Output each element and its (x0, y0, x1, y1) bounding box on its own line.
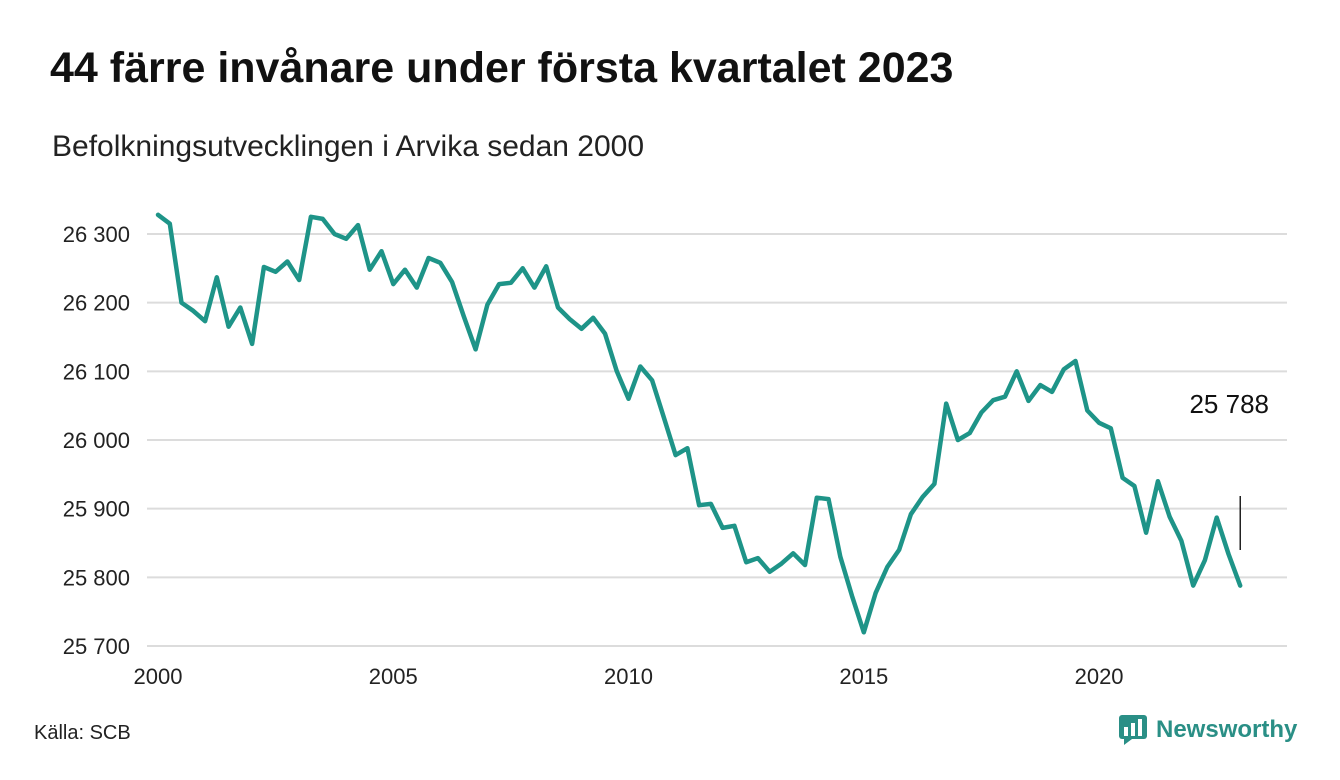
grid-lines (147, 233, 1287, 647)
y-tick-label: 26 200 (63, 291, 130, 316)
y-tick-label: 25 700 (63, 634, 130, 659)
chart-subtitle: Befolkningsutvecklingen i Arvika sedan 2… (52, 130, 645, 163)
y-axis-ticks: 25 700 25 800 25 900 26 000 26 100 26 200 26 3… (63, 222, 130, 659)
bar-chart-logo-icon (1119, 715, 1147, 745)
y-tick-label: 25 800 (63, 565, 130, 590)
x-tick-label: 2000 (134, 664, 183, 689)
x-tick-label: 2005 (369, 664, 418, 689)
brand-name: Newsworthy (1156, 716, 1298, 743)
source-label: Källa: SCB (34, 722, 131, 744)
y-tick-label: 26 100 (63, 359, 130, 384)
brand-logo[interactable]: Newsworthy (1118, 714, 1297, 746)
series-line (155, 212, 1243, 635)
y-tick-label: 25 900 (63, 497, 130, 522)
y-tick-label: 26 000 (63, 428, 130, 453)
x-tick-label: 2015 (839, 664, 888, 689)
x-axis-ticks: 2000 2005 2010 2015 2020 (134, 664, 1124, 689)
annotation-group: 25 788 (1189, 389, 1269, 550)
chart-title: 44 färre invånare under första kvartalet… (50, 44, 954, 92)
y-tick-label: 26 300 (63, 222, 130, 247)
series-group (155, 212, 1243, 635)
x-tick-label: 2010 (604, 664, 653, 689)
annotation-label: 25 788 (1189, 389, 1269, 419)
x-tick-label: 2020 (1075, 664, 1124, 689)
